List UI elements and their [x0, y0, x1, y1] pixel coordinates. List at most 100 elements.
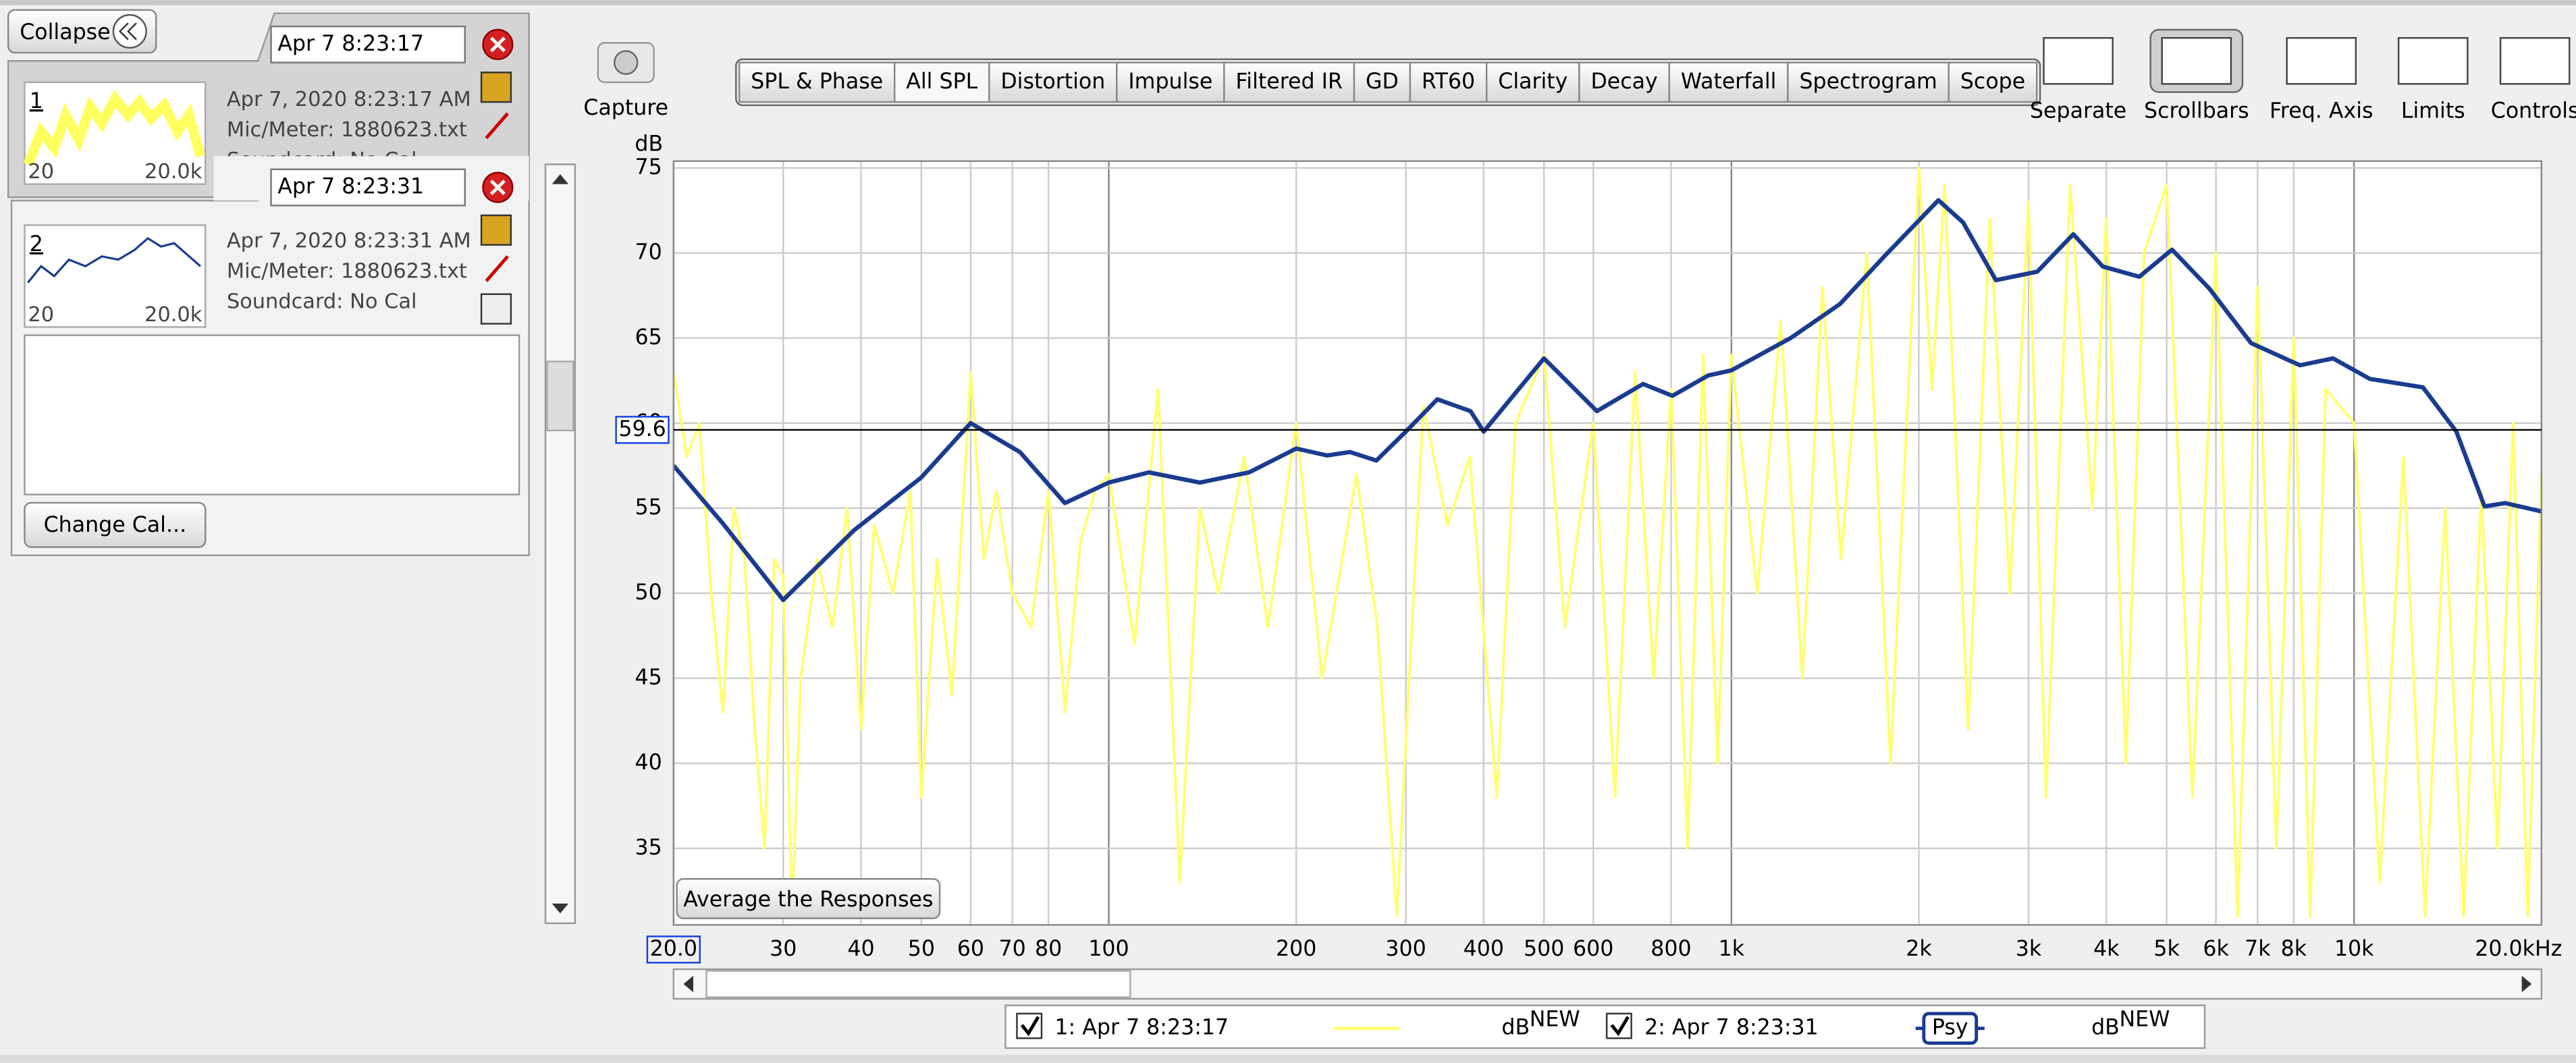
collapse-icon: [112, 13, 147, 49]
y-tick-label: 70: [635, 240, 662, 265]
tab[interactable]: [893, 61, 990, 103]
tab-label: Filtered IR: [1235, 70, 1343, 94]
plot-frame: [672, 160, 2543, 926]
measurement-meter: Mic/Meter: 1880623.txt: [227, 259, 467, 283]
x-tick-label: 2k: [1906, 937, 1932, 961]
y-tick-label: 50: [635, 580, 662, 605]
measurement-number: 2: [30, 232, 43, 256]
tab[interactable]: [1485, 61, 1580, 103]
cursor-label: 59.6: [618, 417, 666, 441]
name-field[interactable]: [270, 25, 466, 63]
tool-label: Controls: [2491, 99, 2576, 124]
x-tick-label: 200: [1276, 937, 1316, 961]
tab[interactable]: [1948, 61, 2038, 103]
tool-label: Scrollbars: [2144, 99, 2249, 124]
tab-bar: SPL & Phase All SPL Distortion Impulse Filte…: [735, 58, 2041, 107]
tool-icon[interactable]: [2499, 36, 2571, 85]
x-tick-label: 4k: [2093, 937, 2120, 961]
tab[interactable]: [738, 61, 896, 103]
edit-icon[interactable]: [480, 214, 512, 246]
thumb-max: 20.0k: [144, 303, 203, 327]
y-axis-label: dB: [635, 132, 663, 156]
y-tick-label: 40: [635, 751, 662, 775]
tool-label: Freq. Axis: [2270, 99, 2373, 124]
tool-icon[interactable]: [2286, 36, 2357, 85]
edit-icon[interactable]: [480, 72, 512, 103]
info-icon[interactable]: [480, 293, 512, 325]
measurement-name: Apr 7 8:23:31: [277, 175, 424, 199]
change-cal-button[interactable]: [24, 501, 207, 548]
tool-bar: Separate Scrollbars Freq. Axis Limits Contro…: [2030, 28, 2576, 124]
capture-label: Capture: [583, 96, 668, 120]
name-field[interactable]: [270, 168, 466, 207]
x-tick-label: 8k: [2281, 937, 2307, 961]
legend-units: dB: [1501, 1016, 1530, 1040]
thumb-min: 20: [28, 303, 54, 327]
tool-icon[interactable]: [2161, 36, 2232, 85]
average-button-label: Average the Responses: [683, 888, 933, 912]
thumbnail-trace-2: [27, 237, 201, 283]
axes: 20.0 30 40 50 60 70 80 100 200 300 400 500 600 800 1k 2…: [615, 155, 2562, 964]
measurement-soundcard: Soundcard: No Cal: [227, 290, 417, 314]
x-tick-label: 50: [908, 937, 935, 961]
legend-smoothing: Psy: [1932, 1016, 1968, 1040]
y-tick-label: 35: [635, 836, 662, 860]
top-border: [0, 0, 2576, 5]
average-button[interactable]: [676, 878, 941, 919]
tool-label: Separate: [2030, 99, 2126, 124]
x-tick-label: 5k: [2153, 937, 2180, 961]
tab-frame: [735, 58, 2041, 107]
tool-icon[interactable]: [2043, 36, 2114, 85]
tab-label: Clarity: [1498, 70, 1567, 94]
tool-label: Limits: [2401, 99, 2465, 124]
color-icon[interactable]: [485, 112, 509, 140]
y-tick-label: 75: [635, 155, 662, 180]
tab[interactable]: [1353, 61, 1412, 103]
vertical-scroll-thumb[interactable]: [546, 360, 574, 432]
x-tick-label: 800: [1651, 937, 1691, 961]
x-tick-label: 500: [1524, 937, 1564, 961]
tab[interactable]: [1787, 61, 1950, 103]
legend-entries: 1: Apr 7 8:23:17 dB NEW 2: Apr 7 8:23:31 Psy…: [1016, 1008, 2170, 1045]
x-tick-label: 600: [1573, 937, 1613, 961]
x-tick-label: 10k: [2334, 937, 2374, 961]
tab[interactable]: [1116, 61, 1225, 103]
legend: [1004, 1004, 2206, 1050]
tab-label: Spectrogram: [1799, 70, 1937, 94]
tab-label: Impulse: [1128, 70, 1212, 94]
x-tick-label: 3k: [2016, 937, 2042, 961]
thumb-max: 20.0k: [144, 160, 203, 184]
tool-icon[interactable]: [2397, 36, 2469, 85]
x-tick-label: 7k: [2245, 937, 2271, 961]
measurement-date: Apr 7, 2020 8:23:17 AM: [227, 88, 471, 111]
legend-check: [1610, 1016, 1630, 1037]
tab[interactable]: [988, 61, 1118, 103]
plot-area: [673, 161, 2542, 925]
legend-smoothing-box: [1922, 1012, 1979, 1045]
x-tick-label: 100: [1088, 937, 1129, 961]
color-icon[interactable]: [485, 255, 509, 282]
vertical-scrollbar[interactable]: [544, 163, 576, 925]
notes-box[interactable]: [24, 334, 520, 495]
series-line: [673, 198, 2542, 603]
collapse-arrows: [118, 22, 137, 40]
traces: [673, 166, 2542, 918]
x-tick-label: 20.0: [650, 937, 697, 961]
tab[interactable]: [1668, 61, 1789, 103]
tab-label: Distortion: [1000, 70, 1105, 94]
tab[interactable]: [1223, 61, 1356, 103]
x-cursor-box: [646, 935, 701, 964]
x-tick-label: 30: [770, 937, 797, 961]
tab[interactable]: [1578, 61, 1671, 103]
legend-badge: NEW: [1530, 1008, 1580, 1032]
legend-badge: NEW: [2119, 1008, 2170, 1032]
horizontal-scroll-thumb[interactable]: [705, 970, 1131, 998]
change-cal-label: Change Cal...: [44, 513, 187, 537]
y-tick-label: 65: [635, 325, 662, 350]
legend-label: 1: Apr 7 8:23:17: [1054, 1016, 1229, 1040]
measurement-meter: Mic/Meter: 1880623.txt: [227, 118, 467, 142]
tab-label: Decay: [1590, 70, 1657, 94]
legend-check: [1020, 1016, 1040, 1037]
